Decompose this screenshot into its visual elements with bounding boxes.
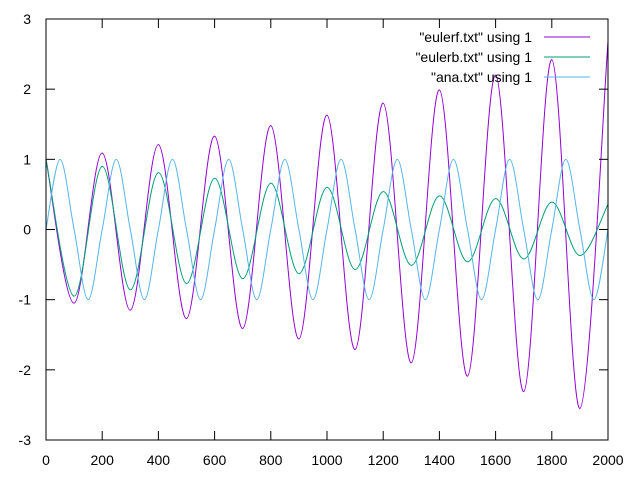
legend: "eulerf.txt" using 1 "eulerb.txt" using 1… — [415, 29, 590, 85]
y-tick-label: 2 — [23, 81, 31, 97]
x-tick-label: 400 — [147, 452, 171, 468]
series-line-2 — [45, 159, 609, 297]
legend-label: "eulerb.txt" using 1 — [415, 49, 532, 65]
series-line-1 — [45, 41, 609, 409]
y-tick-label: 0 — [23, 222, 31, 238]
legend-label: "ana.txt" using 1 — [431, 69, 532, 85]
plot-area — [45, 41, 609, 409]
x-tick-label: 200 — [91, 452, 115, 468]
x-tick-label: 1600 — [480, 452, 511, 468]
x-tick-label: 1400 — [424, 452, 455, 468]
y-tick-label: -3 — [19, 432, 32, 448]
legend-label: "eulerf.txt" using 1 — [419, 29, 532, 45]
y-tick-label: 1 — [23, 151, 31, 167]
y-tick-label: 3 — [23, 11, 31, 27]
series-line-3 — [45, 158, 609, 301]
x-tick-label: 1800 — [536, 452, 567, 468]
x-tick-label: 1200 — [368, 452, 399, 468]
x-tick-label: 600 — [203, 452, 227, 468]
x-tick-label: 800 — [259, 452, 283, 468]
axes: 0 200 400 600 800 1000 1200 1400 1600 1800 2000 3 2 1… — [19, 11, 624, 468]
x-tick-label: 1000 — [311, 452, 342, 468]
x-tick-label: 0 — [42, 452, 50, 468]
y-tick-label: -2 — [19, 362, 32, 378]
y-tick-label: -1 — [19, 292, 32, 308]
x-tick-label: 2000 — [592, 452, 623, 468]
